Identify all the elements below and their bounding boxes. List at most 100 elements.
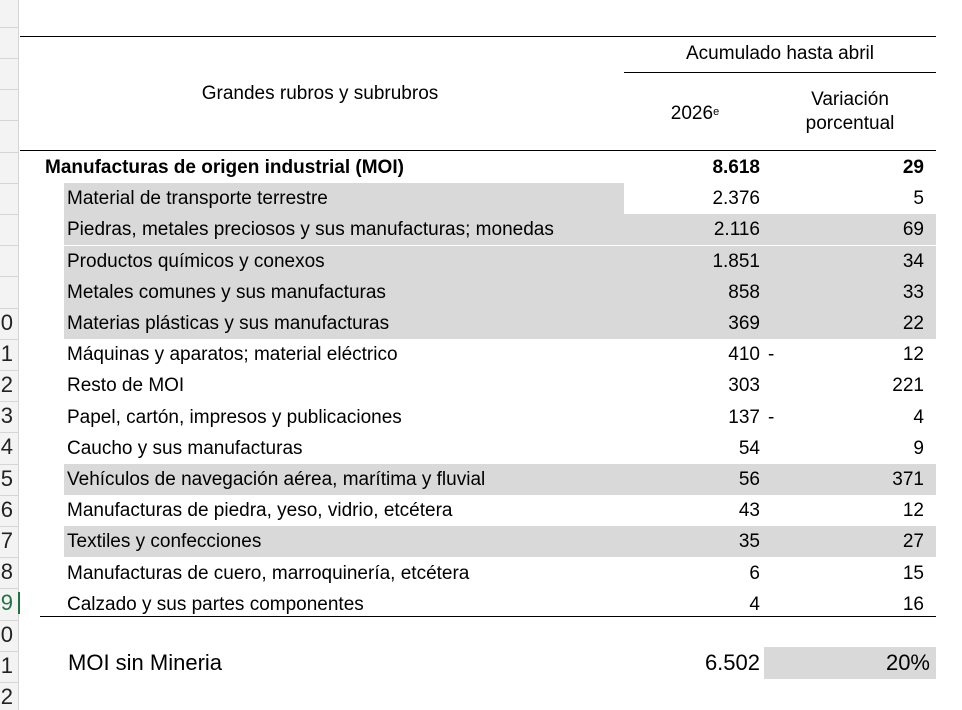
row-value: 858 bbox=[728, 282, 760, 303]
row-header-line bbox=[0, 526, 18, 527]
row-shading bbox=[64, 526, 936, 557]
row-header-line bbox=[0, 557, 18, 558]
row-number-label: 2 bbox=[0, 684, 13, 709]
row-number[interactable]: 4 bbox=[0, 436, 18, 458]
row-number[interactable]: 0 bbox=[0, 624, 18, 646]
table-row[interactable]: Metales comunes y sus manufacturas 858 33 bbox=[40, 277, 936, 308]
row-number[interactable]: 0 bbox=[0, 312, 18, 334]
row-number[interactable]: 6 bbox=[0, 499, 18, 521]
row-negative-sign: - bbox=[768, 344, 775, 365]
header-variacion-line2: porcentual bbox=[805, 113, 895, 134]
row-number-label: 0 bbox=[0, 310, 13, 335]
total-row[interactable]: MOI sin Mineria 6.502 20% bbox=[40, 647, 936, 679]
header-year: 2026e bbox=[640, 102, 750, 126]
table-row[interactable]: Máquinas y aparatos; material eléctrico 4… bbox=[40, 339, 936, 370]
row-name: Textiles y confecciones bbox=[67, 531, 262, 552]
table-row[interactable]: Manufacturas de piedra, yeso, vidrio, et… bbox=[40, 495, 936, 526]
row-variation: 15 bbox=[902, 563, 924, 584]
header-rubros: Grandes rubros y subrubros bbox=[201, 83, 439, 104]
row-header-line bbox=[0, 464, 18, 465]
row-value: 137 bbox=[728, 407, 760, 428]
row-number-label: 0 bbox=[0, 622, 13, 647]
row-number[interactable]: 5 bbox=[0, 468, 18, 490]
row-value: 54 bbox=[738, 438, 760, 459]
row-variation: 22 bbox=[902, 313, 924, 334]
header-variacion: Variación porcentual bbox=[770, 88, 930, 136]
row-shading bbox=[64, 214, 936, 245]
row-value: 35 bbox=[738, 531, 760, 552]
row-number[interactable]: 2 bbox=[0, 686, 18, 708]
header-acumulado-rule bbox=[624, 72, 936, 73]
row-name: Resto de MOI bbox=[67, 375, 185, 396]
row-header-line bbox=[0, 651, 18, 652]
row-number-label: 7 bbox=[0, 528, 13, 553]
row-value: 56 bbox=[738, 469, 760, 490]
row-variation: 12 bbox=[902, 500, 924, 521]
row-header-line bbox=[0, 339, 18, 340]
table-row[interactable]: Material de transporte terrestre 2.376 5 bbox=[40, 183, 936, 214]
header-bottom-rule bbox=[20, 150, 936, 151]
row-shading bbox=[64, 464, 936, 495]
header-year-value: 2026 bbox=[670, 103, 714, 124]
row-header-line bbox=[0, 27, 18, 28]
row-value: 4 bbox=[749, 594, 760, 615]
row-variation: 34 bbox=[902, 251, 924, 272]
row-number[interactable]: 9 bbox=[0, 592, 20, 614]
row-value: 369 bbox=[728, 313, 760, 334]
table-row[interactable]: Papel, cartón, impresos y publicaciones 1… bbox=[40, 402, 936, 433]
row-number-label: 2 bbox=[0, 372, 13, 397]
row-negative-sign: - bbox=[768, 407, 775, 428]
total-variation: 20% bbox=[885, 650, 930, 675]
row-value: 2.376 bbox=[712, 188, 760, 209]
row-value: 303 bbox=[728, 375, 760, 396]
header-variacion-line1: Variación bbox=[811, 89, 889, 110]
row-number[interactable]: 3 bbox=[0, 405, 18, 427]
table-row[interactable]: Manufacturas de cuero, marroquinería, et… bbox=[40, 558, 936, 589]
row-variation: 16 bbox=[902, 594, 924, 615]
row-header-line bbox=[0, 495, 18, 496]
row-header-line bbox=[0, 120, 18, 121]
row-variation: 12 bbox=[902, 344, 924, 365]
table-row[interactable]: Materias plásticas y sus manufacturas 369… bbox=[40, 308, 936, 339]
table-row[interactable]: Piedras, metales preciosos y sus manufac… bbox=[40, 214, 936, 245]
row-number-label: 9 bbox=[0, 590, 13, 615]
table-row[interactable]: Caucho y sus manufacturas 54 9 bbox=[40, 433, 936, 464]
row-name: Piedras, metales preciosos y sus manufac… bbox=[67, 219, 554, 240]
total-value: 6.502 bbox=[704, 650, 760, 675]
row-name: Manufacturas de origen industrial (MOI) bbox=[45, 157, 404, 178]
table-row-total-moi[interactable]: Manufacturas de origen industrial (MOI) 8… bbox=[40, 152, 936, 183]
table-row[interactable]: Textiles y confecciones 35 27 bbox=[40, 526, 936, 557]
row-number-label: 8 bbox=[0, 559, 13, 584]
row-name: Papel, cartón, impresos y publicaciones bbox=[67, 407, 402, 428]
row-number[interactable]: 2 bbox=[0, 374, 18, 396]
row-variation: 27 bbox=[902, 531, 924, 552]
row-value: 6 bbox=[749, 563, 760, 584]
row-variation: 33 bbox=[902, 282, 924, 303]
row-header-line bbox=[0, 620, 18, 621]
table-row[interactable]: Resto de MOI 303 221 bbox=[40, 370, 936, 401]
row-number[interactable]: 8 bbox=[0, 561, 18, 583]
row-header-line bbox=[0, 214, 18, 215]
row-shading bbox=[64, 277, 936, 308]
row-header-line bbox=[0, 370, 18, 371]
row-header-line bbox=[0, 89, 18, 90]
row-name: Manufacturas de piedra, yeso, vidrio, et… bbox=[67, 500, 453, 521]
table-row[interactable]: Productos químicos y conexos 1.851 34 bbox=[40, 246, 936, 277]
row-variation: 5 bbox=[913, 188, 924, 209]
header-acumulado: Acumulado hasta abril bbox=[686, 43, 874, 64]
row-header-line bbox=[0, 58, 18, 59]
table-row[interactable]: Calzado y sus partes componentes 4 16 bbox=[40, 589, 936, 620]
row-variation: 4 bbox=[913, 407, 924, 428]
row-header-line bbox=[0, 432, 18, 433]
header-year-note: e bbox=[713, 106, 720, 118]
row-header-line bbox=[0, 152, 18, 153]
row-number[interactable]: 1 bbox=[0, 343, 18, 365]
row-number[interactable]: 1 bbox=[0, 655, 18, 677]
table-bottom-rule bbox=[40, 616, 936, 617]
total-variation-cell[interactable] bbox=[764, 647, 936, 679]
row-number[interactable]: 7 bbox=[0, 530, 18, 552]
row-number-label: 5 bbox=[0, 466, 13, 491]
table-top-rule bbox=[20, 36, 936, 37]
row-value: 1.851 bbox=[712, 251, 760, 272]
table-row[interactable]: Vehículos de navegación aérea, marítima … bbox=[40, 464, 936, 495]
